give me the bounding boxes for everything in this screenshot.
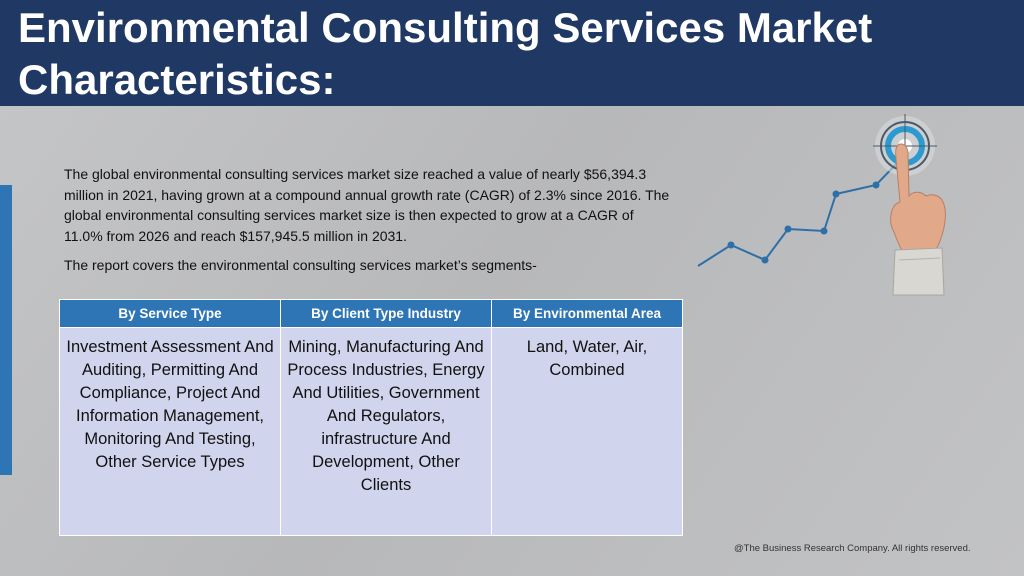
header-service-type: By Service Type [59,299,281,328]
copyright-footer: @The Business Research Company. All righ… [734,543,971,554]
page-title: Environmental Consulting Services Market… [18,4,873,103]
growth-line [697,157,903,267]
table-row: Investment Assessment And Auditing, Perm… [59,327,683,536]
left-accent-bar [0,185,12,475]
table-header-row: By Service Type By Client Type Industry … [59,299,683,328]
intro-paragraph: The global environmental consulting serv… [64,166,670,244]
growth-points [727,181,880,264]
segments-note: The report covers the environmental cons… [64,257,537,273]
title-bar: Environmental Consulting Services Market… [0,0,1024,106]
cell-environmental-areas: Land, Water, Air, Combined [491,327,683,536]
growth-chart-with-target-icon [697,114,946,296]
cell-service-types: Investment Assessment And Auditing, Perm… [59,327,281,536]
segments-table: By Service Type By Client Type Industry … [59,299,683,536]
header-environmental-area: By Environmental Area [491,299,683,328]
pointing-hand-icon [890,143,946,296]
header-client-type-industry: By Client Type Industry [280,299,492,328]
cell-client-types: Mining, Manufacturing And Process Indust… [280,327,492,536]
